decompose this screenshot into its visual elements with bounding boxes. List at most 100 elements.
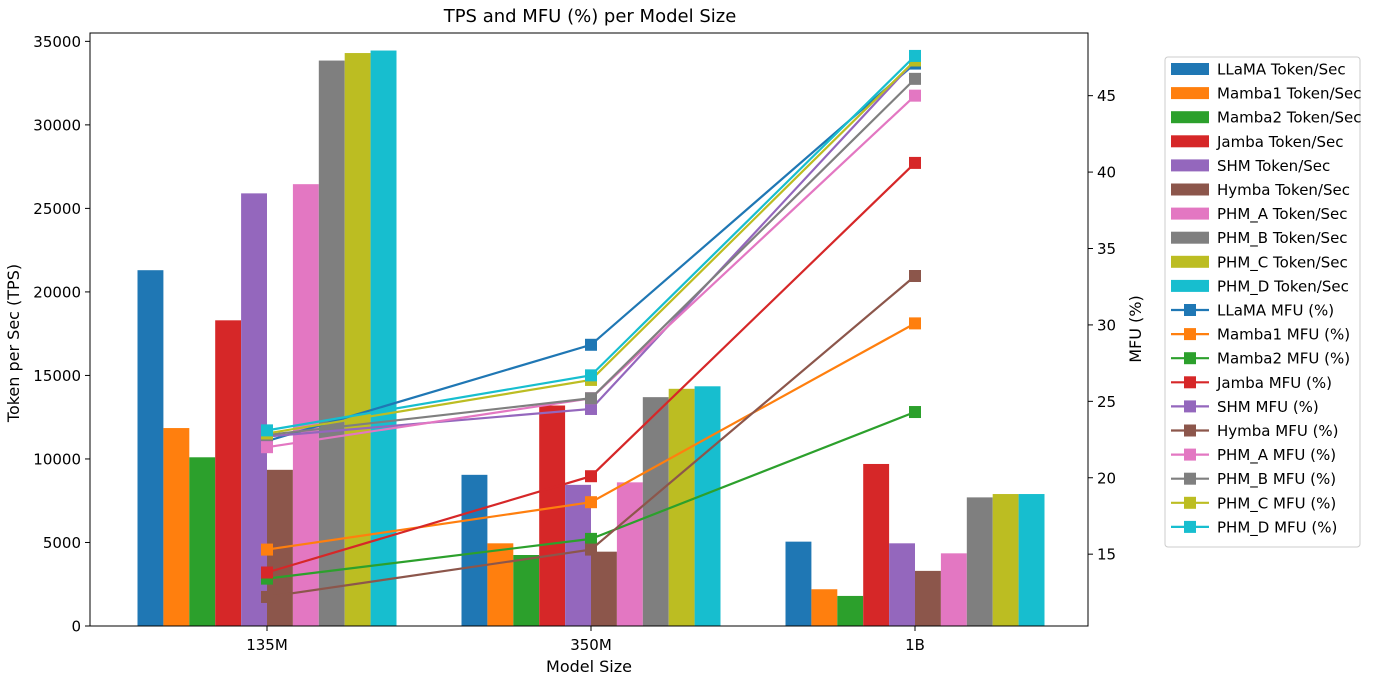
y-tick-label: 0 — [71, 618, 81, 636]
legend-label: PHM_D MFU (%) — [1217, 518, 1337, 537]
y-axis-label-right: MFU (%) — [1126, 295, 1145, 363]
line-marker — [261, 441, 273, 454]
x-tick-label: 350M — [570, 636, 612, 654]
line-marker — [261, 424, 273, 437]
bar — [966, 497, 993, 626]
bar — [785, 541, 812, 626]
legend-marker — [1184, 496, 1196, 509]
line-marker — [909, 317, 921, 330]
line-marker — [909, 72, 921, 85]
bar — [318, 60, 345, 627]
bar — [694, 386, 721, 626]
y-right-tick-label: 35 — [1097, 240, 1116, 258]
line-marker — [585, 470, 597, 483]
y-right-tick-label: 45 — [1097, 87, 1116, 105]
legend-swatch — [1171, 279, 1209, 292]
y-tick-label: 35000 — [33, 33, 81, 51]
y-tick-label: 15000 — [33, 367, 81, 385]
legend-marker — [1184, 376, 1196, 389]
legend-label: Mamba1 Token/Sec — [1217, 85, 1362, 103]
legend-marker — [1184, 424, 1196, 437]
bar — [137, 270, 164, 626]
legend-label: SHM MFU (%) — [1217, 398, 1319, 416]
legend-marker — [1184, 304, 1196, 316]
line-marker — [585, 496, 597, 509]
bar — [189, 457, 216, 626]
bar — [889, 543, 915, 626]
line-marker — [909, 49, 921, 62]
x-axis-label: Model Size — [546, 657, 632, 676]
legend-label: LLaMA Token/Sec — [1217, 61, 1346, 79]
bar — [487, 543, 514, 626]
bar — [539, 405, 566, 626]
legend-swatch — [1171, 255, 1209, 268]
chart-title: TPS and MFU (%) per Model Size — [443, 6, 737, 27]
line-marker — [261, 543, 273, 556]
y-right-tick-label: 15 — [1097, 546, 1116, 564]
y-tick-label: 10000 — [33, 450, 81, 468]
y-tick-label: 25000 — [33, 200, 81, 218]
bar — [642, 397, 669, 626]
legend-label: PHM_C MFU (%) — [1217, 494, 1336, 513]
bar — [344, 53, 371, 627]
legend-swatch — [1171, 111, 1209, 124]
legend-label: Hymba MFU (%) — [1217, 422, 1339, 440]
y-right-tick-label: 25 — [1097, 393, 1116, 411]
legend-marker — [1184, 520, 1196, 533]
legend-label: Jamba MFU (%) — [1216, 374, 1332, 392]
legend-swatch — [1171, 87, 1209, 100]
y-axis-label: Token per Sec (TPS) — [4, 264, 23, 423]
line-marker — [585, 543, 597, 556]
line-marker — [909, 89, 921, 102]
legend-box — [1164, 56, 1361, 548]
bar — [513, 555, 540, 626]
bar — [992, 494, 1019, 626]
legend-label: Jamba Token/Sec — [1216, 133, 1343, 151]
plot-frame — [89, 32, 1089, 627]
y-tick-label: 30000 — [33, 116, 81, 134]
y-tick-label: 5000 — [43, 534, 81, 552]
line-marker — [585, 369, 597, 382]
legend-swatch — [1171, 231, 1209, 244]
bar — [292, 184, 319, 627]
legend-label: Mamba1 MFU (%) — [1217, 326, 1350, 344]
line-marker — [909, 270, 921, 283]
legend-label: SHM Token/Sec — [1217, 157, 1330, 175]
legend-label: LLaMA MFU (%) — [1217, 302, 1334, 320]
bar — [1018, 494, 1045, 626]
legend-marker — [1184, 352, 1196, 365]
legend-label: PHM_B MFU (%) — [1217, 470, 1336, 489]
legend-marker — [1184, 448, 1196, 461]
line-marker — [585, 532, 597, 545]
bar — [215, 320, 242, 626]
bar — [915, 570, 941, 626]
bar — [837, 595, 864, 626]
legend-label: PHM_A MFU (%) — [1217, 446, 1336, 465]
bar — [163, 428, 190, 626]
y-tick-label: 20000 — [33, 283, 81, 301]
line-marker — [261, 590, 273, 603]
legend-label: PHM_D Token/Sec — [1217, 277, 1349, 296]
line-marker — [261, 566, 273, 579]
line-marker — [909, 406, 921, 419]
y-right-tick-label: 30 — [1097, 316, 1116, 334]
line-marker — [585, 338, 597, 351]
legend: LLaMA Token/Sec Mamba1 Token/Sec Mamba2 To… — [1164, 56, 1362, 548]
bar — [461, 474, 488, 626]
legend-swatch — [1171, 159, 1209, 172]
lines-layer — [261, 49, 921, 603]
bar — [370, 50, 397, 627]
legend-swatch — [1171, 207, 1209, 220]
line-marker — [909, 156, 921, 169]
bar — [940, 553, 967, 626]
bar — [863, 463, 890, 626]
legend-swatch — [1171, 135, 1209, 148]
bar — [241, 193, 267, 626]
bar — [616, 482, 643, 626]
legend-swatch — [1171, 63, 1209, 75]
legend-label: PHM_B Token/Sec — [1217, 229, 1348, 248]
line-marker — [585, 392, 597, 405]
legend-marker — [1184, 400, 1196, 413]
legend-swatch — [1171, 183, 1209, 196]
